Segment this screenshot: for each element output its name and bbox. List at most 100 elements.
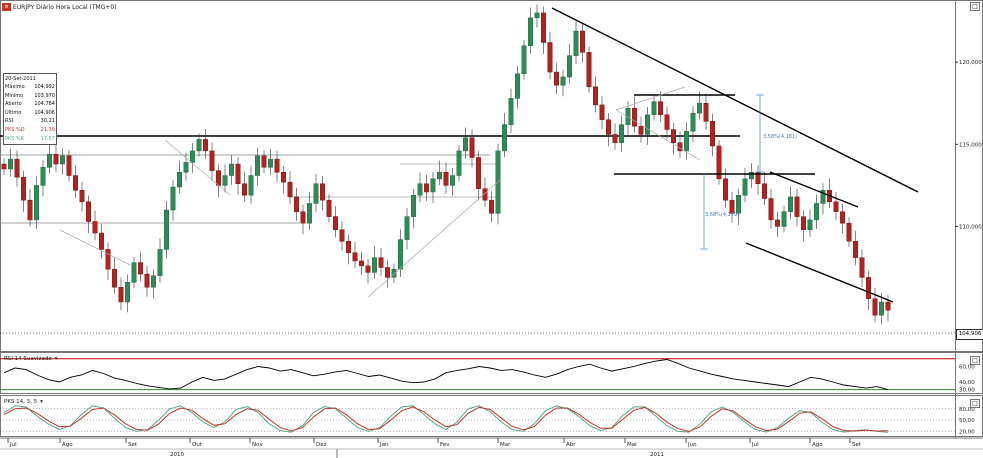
candle xyxy=(469,137,475,158)
candle xyxy=(40,167,46,186)
candle xyxy=(807,219,813,230)
candle xyxy=(313,183,319,204)
rsi-tick-label: 40,00 xyxy=(959,380,975,386)
data-window-row: Máximo 104,992 xyxy=(5,84,55,90)
data-window-row: PKS %D 21,39 xyxy=(5,126,55,133)
month-label: Jun xyxy=(687,442,697,448)
year-label: 2011 xyxy=(650,452,664,458)
candle xyxy=(866,277,871,299)
candle xyxy=(879,301,884,316)
month-label: Fev xyxy=(440,442,450,448)
candle xyxy=(274,158,280,173)
candle xyxy=(1,163,7,170)
candle xyxy=(424,183,429,193)
rsi-line xyxy=(3,359,889,391)
panel-frame xyxy=(0,0,983,352)
rsi-tick-label: 60,00 xyxy=(959,365,975,371)
candle xyxy=(482,188,488,201)
rsi-panel-maximize-button[interactable]: □ xyxy=(970,356,980,365)
candle xyxy=(885,301,891,311)
candle xyxy=(183,162,189,173)
candle xyxy=(833,201,839,212)
trend-line xyxy=(745,242,894,303)
trend-line xyxy=(615,86,686,111)
month-label: Abr xyxy=(566,442,576,448)
candle xyxy=(729,199,735,214)
trend-line xyxy=(367,179,501,298)
candle xyxy=(521,45,527,74)
month-label: Jul xyxy=(9,442,17,448)
month-label: Out xyxy=(192,442,203,448)
data-window-date: 20-Set-2011 xyxy=(5,76,36,82)
candle xyxy=(79,190,85,203)
candle xyxy=(645,114,650,135)
candle xyxy=(294,196,299,212)
data-window: 20-Set-2011 Máximo 104,992 Mínimo 103,970 … xyxy=(3,73,57,146)
stoch-line xyxy=(3,405,889,433)
candle xyxy=(749,172,754,180)
candle xyxy=(638,126,644,135)
candle xyxy=(125,282,130,303)
candle xyxy=(716,145,722,180)
stoch-panel-label[interactable]: PKS 14, 3, 5 ▾ xyxy=(4,399,43,405)
candle xyxy=(859,257,865,278)
candle xyxy=(112,268,117,288)
candle xyxy=(138,262,143,275)
candle xyxy=(196,139,202,152)
candle xyxy=(463,137,468,152)
stoch-line xyxy=(3,406,889,432)
month-label: Ago xyxy=(812,442,823,448)
candle xyxy=(333,216,338,230)
candle xyxy=(872,298,878,316)
candle xyxy=(762,183,767,199)
candle xyxy=(547,42,553,73)
candle xyxy=(229,163,234,176)
candle xyxy=(437,172,442,180)
stoch-tick-label: 50,00 xyxy=(959,418,975,424)
candle xyxy=(508,98,514,125)
stoch-panel-maximize-button[interactable]: □ xyxy=(970,399,980,408)
candle xyxy=(710,121,715,147)
candle xyxy=(346,240,351,253)
candle xyxy=(190,150,195,163)
candle xyxy=(27,199,33,221)
rsi-panel-label[interactable]: RSI 14 Suavizado ▾ xyxy=(4,356,58,362)
candle xyxy=(534,12,540,19)
candle xyxy=(541,12,546,43)
candle xyxy=(222,175,228,186)
candle xyxy=(632,107,637,127)
y-tick-label: 115,000 xyxy=(959,142,982,148)
stoch-tick-label: 80,00 xyxy=(959,407,975,413)
candle xyxy=(92,221,98,234)
candle xyxy=(586,52,592,88)
candle xyxy=(599,104,605,120)
month-label: Jan xyxy=(379,442,389,448)
candle xyxy=(768,198,774,221)
candle xyxy=(515,73,520,99)
candle xyxy=(378,257,384,268)
candle xyxy=(170,186,176,211)
candle xyxy=(775,219,780,227)
candle xyxy=(164,209,169,250)
candle xyxy=(144,273,150,288)
candle xyxy=(671,129,676,143)
candle xyxy=(307,203,312,224)
data-window-row: Último 104,906 xyxy=(5,109,55,116)
candle xyxy=(476,157,481,189)
data-window-row: Aberto 104,784 xyxy=(5,101,55,108)
candle xyxy=(450,175,455,186)
candle xyxy=(151,275,156,288)
trend-line xyxy=(551,7,919,193)
candle xyxy=(840,211,845,224)
candle xyxy=(372,257,377,273)
candle xyxy=(177,172,182,188)
candle xyxy=(651,101,657,116)
candle xyxy=(781,211,787,227)
candle xyxy=(593,86,598,106)
maximize-button[interactable]: □ xyxy=(970,2,980,11)
candle xyxy=(554,71,559,86)
candle xyxy=(560,76,566,86)
candle xyxy=(105,249,111,270)
candle xyxy=(118,286,124,303)
trend-line xyxy=(59,229,131,266)
